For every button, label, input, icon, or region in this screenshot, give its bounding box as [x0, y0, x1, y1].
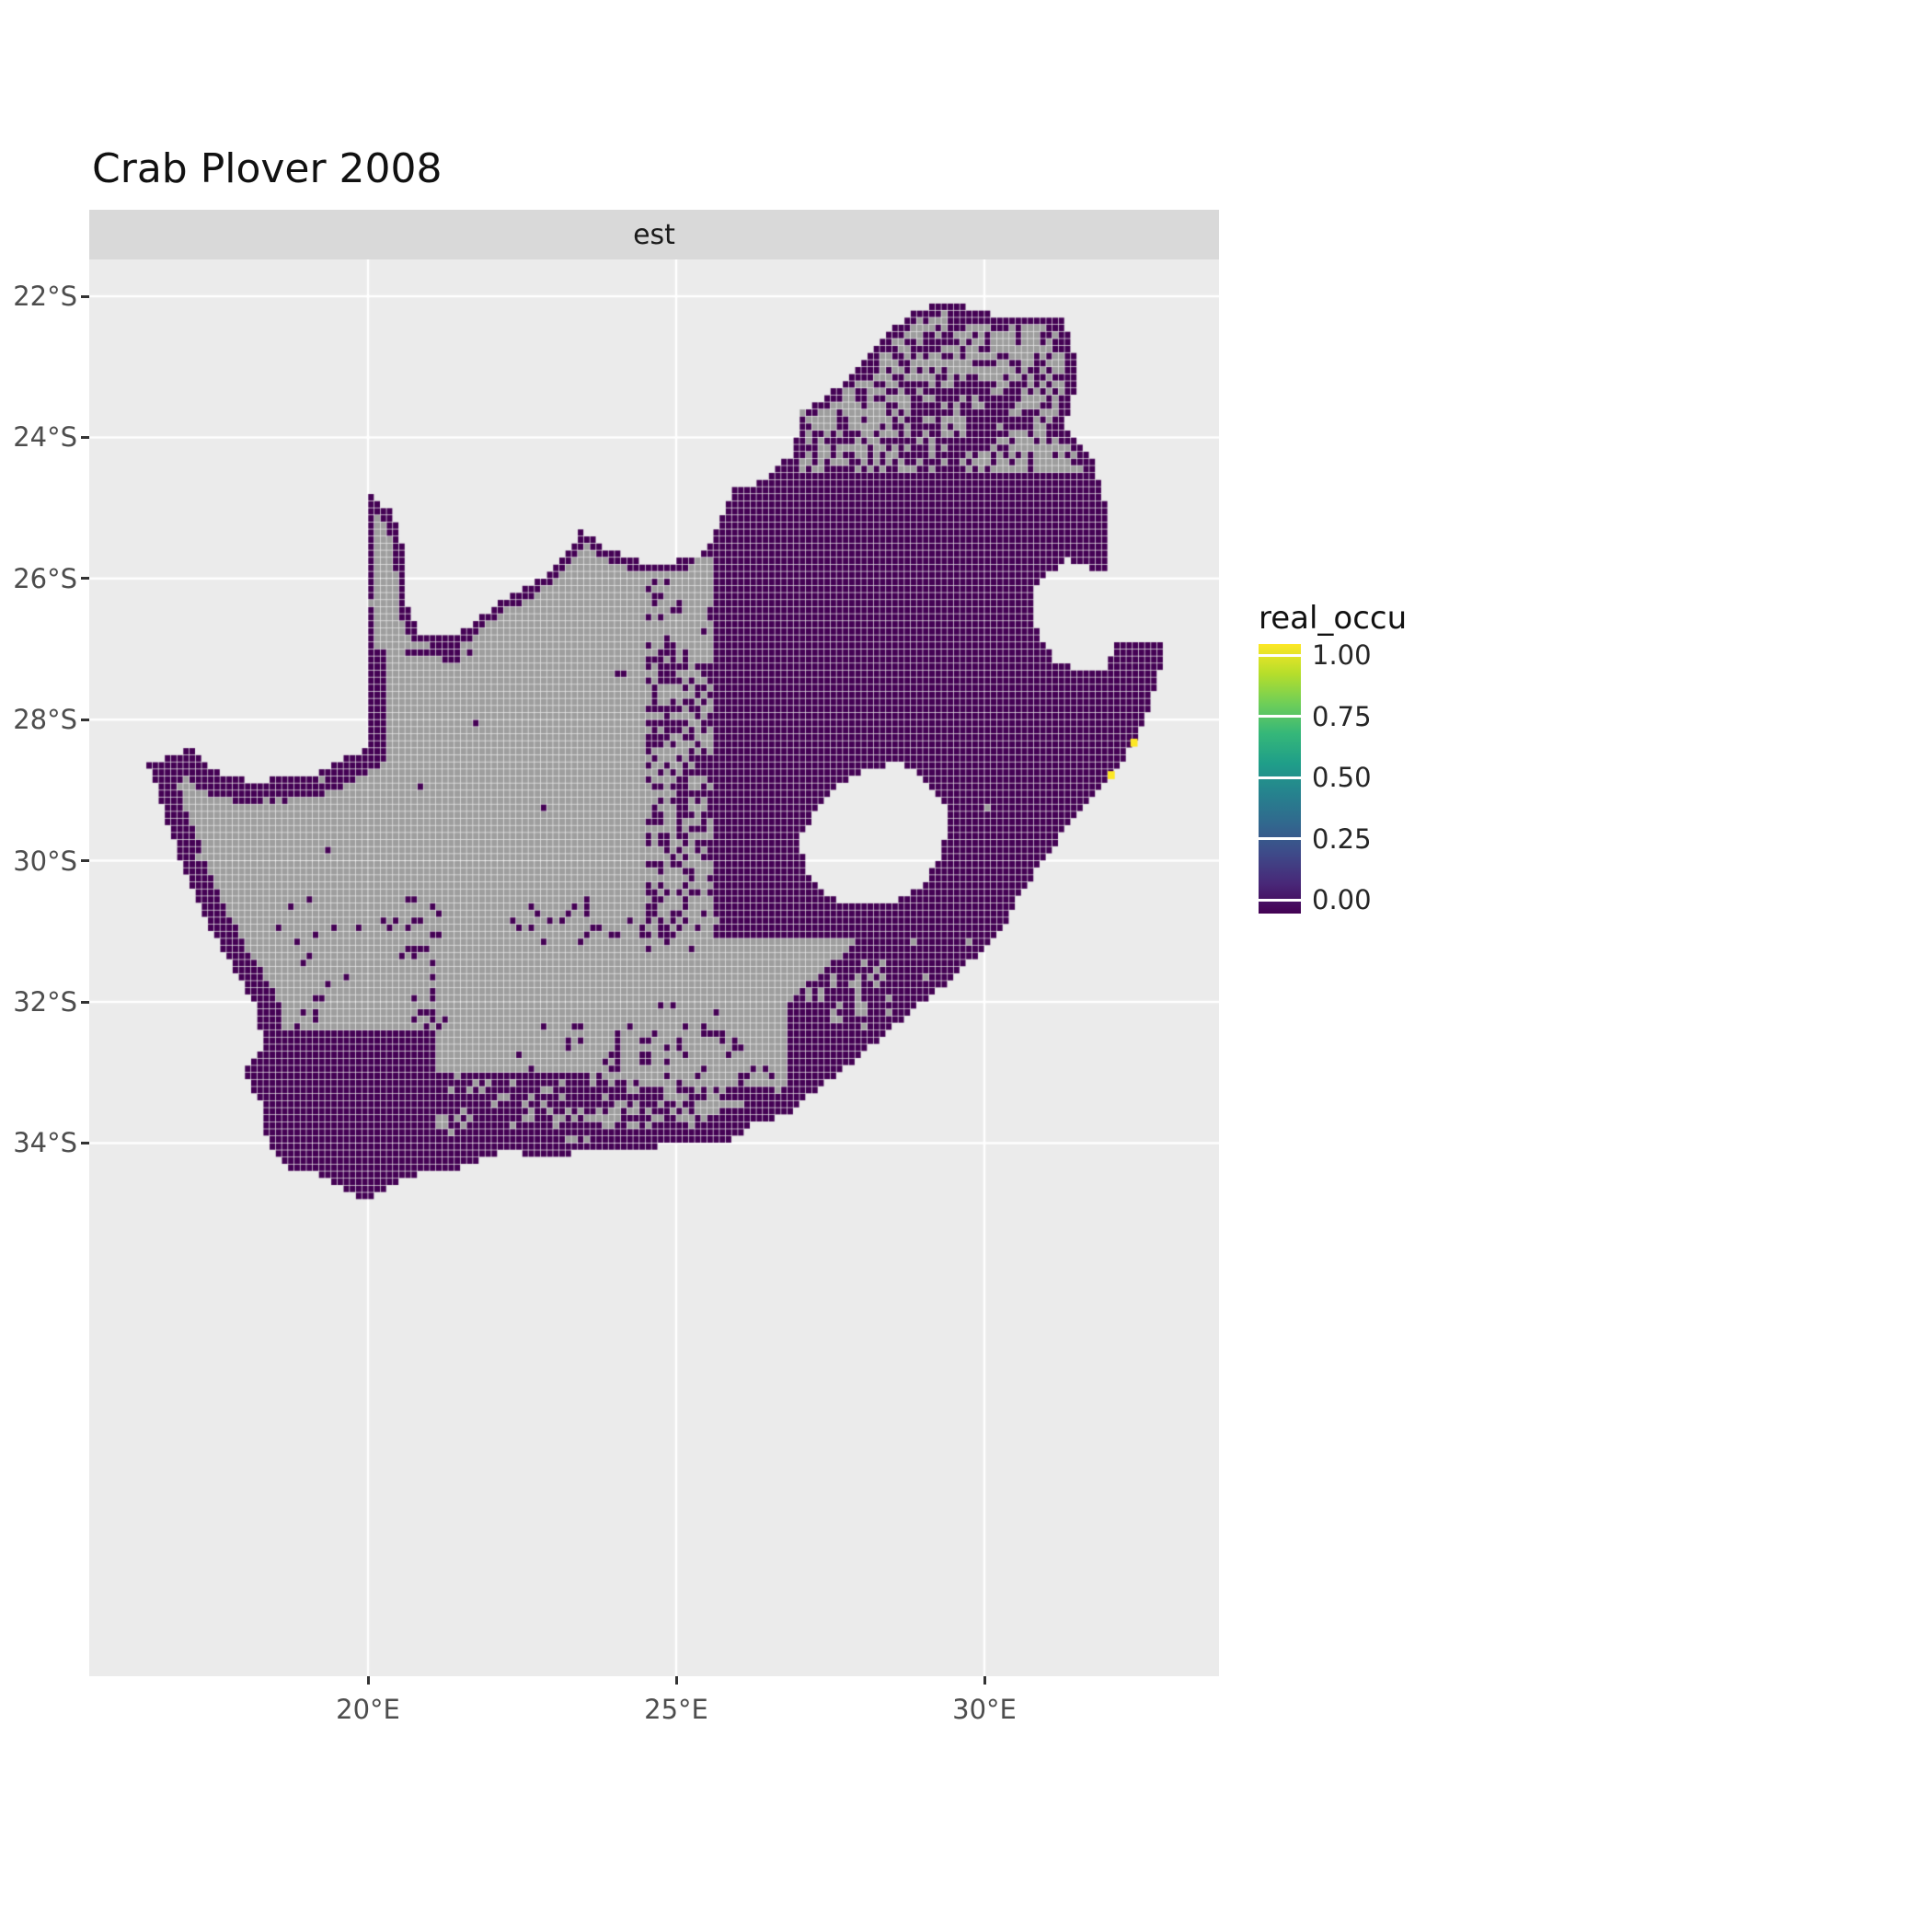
y-tick-mark — [81, 859, 89, 863]
legend-title: real_occu — [1259, 600, 1408, 637]
y-tick-label: 34°S — [13, 1127, 77, 1159]
y-tick-label: 32°S — [13, 986, 77, 1018]
legend-colorbar — [1259, 644, 1301, 914]
legend-tick-mark — [1259, 776, 1301, 779]
facet-strip-label: est — [633, 218, 675, 251]
y-tick-label: 26°S — [13, 562, 77, 594]
y-tick-mark — [81, 1000, 89, 1004]
x-tick-label: 25°E — [644, 1694, 708, 1725]
legend-tick-label: 1.00 — [1312, 639, 1372, 671]
facet-strip: est — [89, 210, 1219, 259]
legend-tick-label: 0.00 — [1312, 884, 1372, 915]
x-tick-label: 20°E — [336, 1694, 400, 1725]
plot-panel — [89, 259, 1219, 1676]
legend-tick-mark — [1259, 653, 1301, 657]
y-tick-mark — [81, 1141, 89, 1144]
y-tick-mark — [81, 577, 89, 581]
x-tick-label: 30°E — [952, 1694, 1017, 1725]
y-tick-mark — [81, 718, 89, 721]
y-tick-label: 22°S — [13, 281, 77, 312]
legend-tick-mark — [1259, 898, 1301, 902]
y-tick-label: 24°S — [13, 421, 77, 454]
legend-tick-label: 0.75 — [1312, 700, 1372, 732]
x-tick-mark — [366, 1676, 370, 1685]
plot-title: Crab Plover 2008 — [92, 145, 443, 192]
legend-tick-mark — [1259, 715, 1301, 718]
y-tick-mark — [81, 435, 89, 439]
y-tick-mark — [81, 294, 89, 298]
x-tick-mark — [674, 1676, 678, 1685]
legend-tick-mark — [1259, 837, 1301, 840]
x-tick-mark — [983, 1676, 986, 1685]
legend-tick-label: 0.50 — [1312, 762, 1372, 793]
y-tick-label: 30°S — [13, 845, 77, 877]
south-africa-occupancy-map — [89, 259, 1219, 1676]
legend-tick-label: 0.25 — [1312, 822, 1372, 855]
y-tick-label: 28°S — [13, 704, 77, 736]
